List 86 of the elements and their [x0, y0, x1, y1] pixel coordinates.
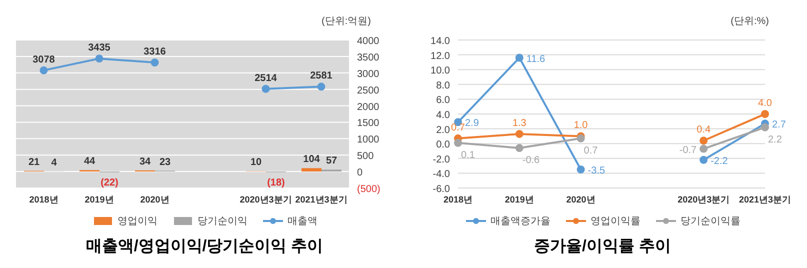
y-tick-label: -2.0: [432, 154, 450, 166]
text: (단위:억원): [322, 16, 371, 27]
data-label: 2.9: [465, 118, 480, 130]
data-label: 23: [159, 156, 171, 168]
y2-tick-label: 1000: [357, 134, 380, 146]
data-label: (22): [100, 178, 118, 189]
data-label: 10: [250, 157, 262, 168]
legend-label: 영업이익: [118, 215, 158, 228]
data-label: 57: [326, 156, 338, 167]
data-label: 4.0: [758, 98, 772, 109]
text: (단위:%): [730, 16, 769, 27]
x-tick-label: 2020년: [566, 194, 596, 204]
data-label: 104: [303, 154, 320, 166]
x-tick-label: 2020년3분기: [678, 194, 730, 204]
y-tick-label: -4.0: [432, 169, 450, 180]
y2-tick-label: 1500: [357, 118, 380, 130]
legend-label: 당기순이익률: [680, 215, 740, 228]
y-tick-label: 10.0: [430, 66, 450, 77]
y-tick-label: 6.0: [436, 95, 450, 106]
data-label: 1.0: [574, 120, 588, 132]
data-label: 1.3: [512, 118, 527, 129]
y-tick-label: -6.0: [432, 184, 450, 195]
point: [40, 66, 48, 74]
data-label: -0.6: [522, 155, 540, 166]
x-tick-label: 2021년3분기: [295, 194, 348, 204]
point: [700, 156, 708, 164]
legend-label: 당기순이익: [198, 215, 248, 228]
data-label: -0.7: [679, 144, 698, 156]
data-label: 3435: [88, 42, 111, 54]
x-tick-label: 2019년: [504, 194, 534, 204]
x-tick-label: 2018년: [29, 194, 58, 204]
data-label: 3316: [144, 46, 166, 58]
data-label: 4: [51, 157, 58, 168]
y2-tick-label: 0: [357, 168, 363, 179]
point: [317, 82, 326, 91]
point: [262, 84, 270, 93]
point: [515, 54, 524, 62]
y2-tick-label: 4000: [357, 36, 380, 47]
legend-label: 매출액증가율: [490, 215, 550, 228]
x-tick-label: 2020년3분기: [240, 194, 292, 204]
y-tick-label: 12.0: [430, 50, 450, 62]
data-label: 34: [139, 156, 151, 168]
y-tick-label: 14.0: [430, 36, 450, 47]
point: [700, 144, 708, 153]
data-label: -2.2: [710, 156, 728, 167]
y2-tick-label: (500): [357, 184, 380, 195]
x-tick-label: 2021년3분기: [738, 194, 792, 204]
y2-tick-label: 3500: [357, 52, 380, 64]
point: [150, 58, 159, 66]
y-tick-label: 8.0: [436, 80, 450, 92]
point: [576, 166, 585, 174]
point: [700, 136, 708, 145]
data-label: 3078: [32, 54, 56, 66]
data-label: (18): [267, 178, 285, 189]
y-tick-label: 4.0: [436, 110, 450, 121]
y-tick-label: 2.0: [436, 124, 450, 136]
point: [761, 110, 769, 118]
x-tick-label: 2019년: [84, 194, 114, 204]
point: [454, 138, 462, 147]
data-label: 21: [28, 156, 40, 168]
point: [515, 144, 524, 152]
data-label: 0.1: [461, 150, 476, 161]
legend-label: 매출액: [288, 215, 318, 228]
data-label: 0.7: [451, 122, 466, 134]
data-label: 44: [84, 156, 96, 168]
legend-label: 영업이익률: [590, 215, 640, 228]
data-label: 2581: [310, 70, 333, 82]
point: [515, 130, 524, 138]
data-label: 2.7: [772, 120, 786, 131]
text: 증가율/이익률 추이: [533, 237, 672, 257]
y2-tick-label: 2500: [357, 85, 380, 96]
point: [761, 123, 769, 132]
data-label: 2.2: [768, 134, 782, 146]
x-tick-label: 2018년: [443, 194, 473, 204]
x-tick-label: 2020년: [140, 194, 170, 204]
point: [95, 54, 104, 63]
text: 매출액/영업이익/당기순이익 추이: [84, 237, 324, 257]
y-tick-label: 0.0: [436, 140, 450, 151]
y2-tick-label: 3000: [357, 68, 380, 80]
data-label: 2514: [254, 72, 278, 84]
data-label: 11.6: [526, 54, 546, 65]
data-label: 0.4: [696, 124, 711, 136]
data-label: 0.7: [584, 145, 598, 156]
y2-tick-label: 500: [357, 151, 374, 162]
data-label: -3.5: [588, 166, 606, 176]
y2-tick-label: 2000: [357, 102, 380, 113]
